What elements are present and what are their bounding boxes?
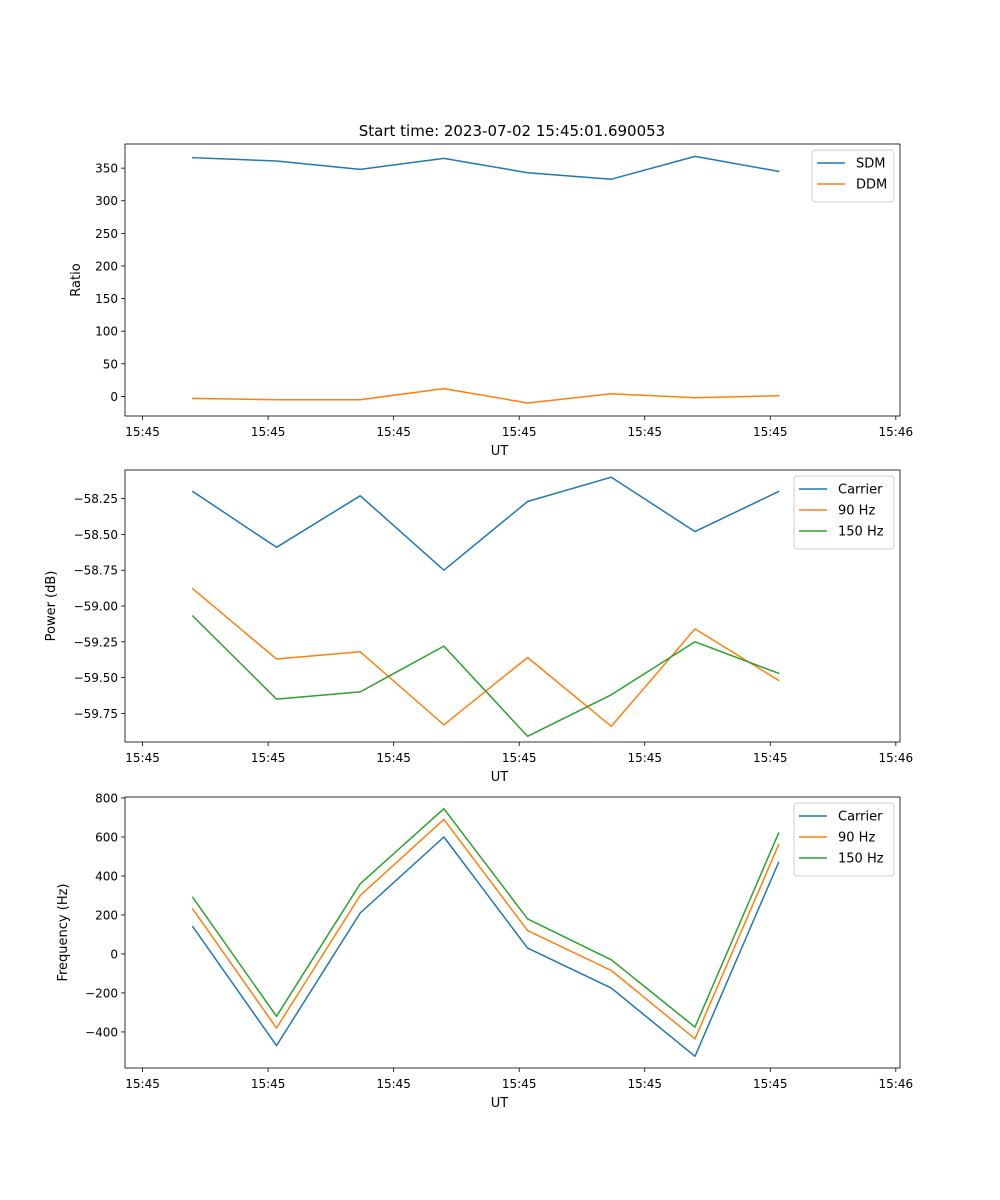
x-tick-label: 15:45 (376, 425, 411, 439)
legend-label: 150 Hz (838, 525, 884, 540)
y-tick-label: −59.25 (74, 635, 118, 649)
series-line-150-hz (191, 614, 780, 738)
series-line-carrier (191, 476, 780, 571)
plot-1: 15:45 15:45 15:45 15:45 15:45 15:45 15:46 0 50 10… (69, 143, 914, 459)
x-tick-label: 15:45 (376, 1077, 411, 1091)
y-tick-label: 150 (95, 292, 118, 306)
x-tick-label: 15:45 (125, 425, 160, 439)
x-tick-label: 15:45 (376, 751, 411, 765)
figure-title: Start time: 2023-07-02 15:45:01.690053 (359, 122, 665, 140)
x-tick-label: 15:45 (502, 1077, 537, 1091)
axes-frame (124, 469, 901, 743)
x-axis-label: UT (491, 444, 509, 459)
series-line-90-hz (191, 818, 780, 1040)
axes-frame (124, 143, 901, 417)
legend-label: SDM (856, 157, 885, 172)
x-tick-label: 15:45 (251, 425, 286, 439)
y-tick-label: −200 (85, 986, 118, 1000)
y-tick-label: 0 (110, 947, 118, 961)
x-tick-label: 15:46 (879, 751, 914, 765)
x-tick-label: 15:45 (125, 1077, 160, 1091)
x-tick-label: 15:45 (502, 751, 537, 765)
y-tick-label: 250 (95, 227, 118, 241)
legend-label: 90 Hz (838, 831, 875, 846)
plots-container: 15:45 15:45 15:45 15:45 15:45 15:45 15:46 0 50 10… (44, 143, 914, 1111)
series-line-sdm (192, 155, 780, 180)
x-tick-label: 15:46 (879, 425, 914, 439)
x-tick-label: 15:45 (251, 1077, 286, 1091)
y-tick-label: −59.75 (74, 707, 118, 721)
y-tick-label: −58.75 (74, 564, 118, 578)
y-tick-label: 600 (95, 830, 118, 844)
y-tick-label: −58.25 (74, 492, 118, 506)
y-tick-label: 400 (95, 869, 118, 883)
y-tick-label: −400 (85, 1025, 118, 1039)
axes-frame (124, 796, 901, 1069)
y-tick-label: −59.00 (74, 600, 118, 614)
legend-label: 90 Hz (838, 504, 875, 519)
y-tick-label: 100 (95, 325, 118, 339)
y-axis-label: Ratio (69, 263, 84, 296)
series-line-carrier (191, 836, 780, 1058)
legend-label: DDM (856, 178, 887, 193)
y-tick-label: 350 (95, 162, 118, 176)
x-tick-label: 15:46 (879, 1077, 914, 1091)
x-tick-label: 15:45 (753, 425, 788, 439)
legend-label: Carrier (838, 810, 883, 825)
series-line-90-hz (191, 587, 780, 728)
series-line-ddm (192, 387, 780, 404)
x-tick-label: 15:45 (753, 1077, 788, 1091)
x-axis-label: UT (491, 1096, 509, 1111)
x-tick-label: 15:45 (502, 425, 537, 439)
y-tick-label: 300 (95, 194, 118, 208)
x-tick-label: 15:45 (753, 751, 788, 765)
y-tick-label: 200 (95, 259, 118, 273)
x-tick-label: 15:45 (251, 751, 286, 765)
plot-3: 15:45 15:45 15:45 15:45 15:45 15:45 15:46 −400 −… (56, 791, 913, 1111)
legend-label: Carrier (838, 483, 883, 498)
y-tick-label: 800 (95, 791, 118, 805)
series-line-150-hz (191, 807, 780, 1028)
y-tick-label: 200 (95, 908, 118, 922)
x-tick-label: 15:45 (125, 751, 160, 765)
legend-label: 150 Hz (838, 852, 884, 867)
x-axis-label: UT (491, 770, 509, 785)
x-tick-label: 15:45 (627, 1077, 662, 1091)
x-tick-label: 15:45 (627, 751, 662, 765)
y-axis-label: Power (dB) (44, 571, 59, 642)
y-axis-label: Frequency (Hz) (56, 883, 71, 981)
y-tick-label: −59.50 (74, 671, 118, 685)
y-tick-label: 0 (110, 390, 118, 404)
y-tick-label: −58.50 (74, 528, 118, 542)
plot-2: 15:45 15:45 15:45 15:45 15:45 15:45 15:46 −59.7… (44, 469, 914, 785)
x-tick-label: 15:45 (627, 425, 662, 439)
y-tick-label: 50 (103, 357, 118, 371)
